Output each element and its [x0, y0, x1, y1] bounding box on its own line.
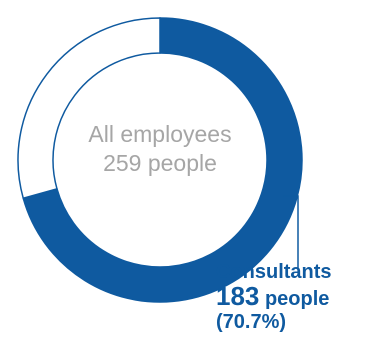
callout-value: 183 [216, 281, 260, 311]
callout-series-name: Consultants [216, 261, 332, 283]
callout-unit: people [264, 288, 330, 310]
callout-leader-line [283, 195, 299, 268]
donut-slice-remainder [17, 17, 161, 200]
donut-slice-consultants [22, 17, 303, 303]
callout-percent: (70.7%) [216, 311, 287, 334]
donut-slices [17, 17, 303, 303]
center-label-line1: All employees [88, 121, 231, 147]
center-label-line2: 259 people [103, 150, 217, 176]
callout-value-line: 183 people [216, 281, 364, 311]
consultants-callout: Consultants 183 people (70.7%) [216, 262, 364, 333]
